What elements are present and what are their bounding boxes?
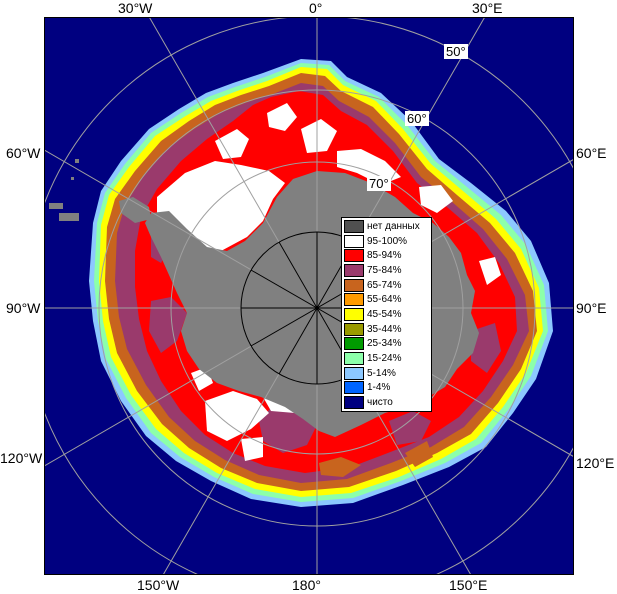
lat-label-50: 50° — [444, 44, 468, 59]
legend-swatch — [344, 249, 364, 263]
legend-item: 85-94% — [344, 248, 429, 263]
legend-item: 5-14% — [344, 366, 429, 381]
legend-label: 45-54% — [367, 308, 402, 320]
lon-label-30w: 30°W — [118, 0, 153, 16]
legend-label: 95-100% — [367, 235, 408, 247]
legend-item: 55-64% — [344, 292, 429, 307]
legend-swatch — [344, 219, 364, 233]
legend-label: чисто — [367, 397, 393, 409]
lon-label-150w: 150°W — [137, 577, 180, 593]
legend-label: 1-4% — [367, 382, 391, 394]
legend-item: 25-34% — [344, 337, 429, 352]
lon-label-120e: 120°E — [576, 455, 615, 471]
concentration-legend: нет данных 95-100% 85-94% 75-84% 65-74% 55-64… — [341, 217, 432, 412]
legend-item: 15-24% — [344, 351, 429, 366]
legend-label: 25-34% — [367, 338, 402, 350]
lon-label-150e: 150°E — [449, 577, 488, 593]
lon-label-60w: 60°W — [6, 145, 41, 161]
lon-label-30e: 30°E — [472, 0, 503, 16]
lat-label-70: 70° — [367, 176, 391, 191]
legend-swatch — [344, 322, 364, 336]
lon-label-120w: 120°W — [0, 450, 43, 466]
legend-item: чисто — [344, 395, 429, 410]
legend-label: 35-44% — [367, 323, 402, 335]
lon-label-90w: 90°W — [6, 300, 41, 316]
legend-label: 65-74% — [367, 279, 402, 291]
legend-item: 65-74% — [344, 278, 429, 293]
legend-swatch — [344, 234, 364, 248]
legend-label: 85-94% — [367, 250, 402, 262]
legend-swatch — [344, 307, 364, 321]
islands — [49, 159, 79, 221]
legend-swatch — [344, 278, 364, 292]
legend-item: нет данных — [344, 219, 429, 234]
lon-label-180: 180° — [292, 577, 321, 593]
map-canvas — [45, 18, 573, 574]
lat-label-60: 60° — [405, 111, 429, 126]
legend-swatch — [344, 381, 364, 395]
legend-swatch — [344, 293, 364, 307]
legend-swatch — [344, 263, 364, 277]
legend-item: 95-100% — [344, 234, 429, 249]
legend-swatch — [344, 337, 364, 351]
legend-swatch — [344, 352, 364, 366]
legend-label: 75-84% — [367, 264, 402, 276]
lon-label-90e: 90°E — [576, 300, 607, 316]
legend-item: 45-54% — [344, 307, 429, 322]
legend-label: нет данных — [367, 220, 420, 232]
legend-label: 5-14% — [367, 367, 396, 379]
legend-item: 1-4% — [344, 381, 429, 396]
legend-label: 15-24% — [367, 353, 402, 365]
sea-ice-map — [44, 17, 574, 575]
legend-item: 75-84% — [344, 263, 429, 278]
legend-item: 35-44% — [344, 322, 429, 337]
legend-swatch — [344, 366, 364, 380]
lon-label-60e: 60°E — [576, 145, 607, 161]
legend-label: 55-64% — [367, 294, 402, 306]
lon-label-0: 0° — [309, 0, 323, 16]
legend-swatch — [344, 396, 364, 410]
